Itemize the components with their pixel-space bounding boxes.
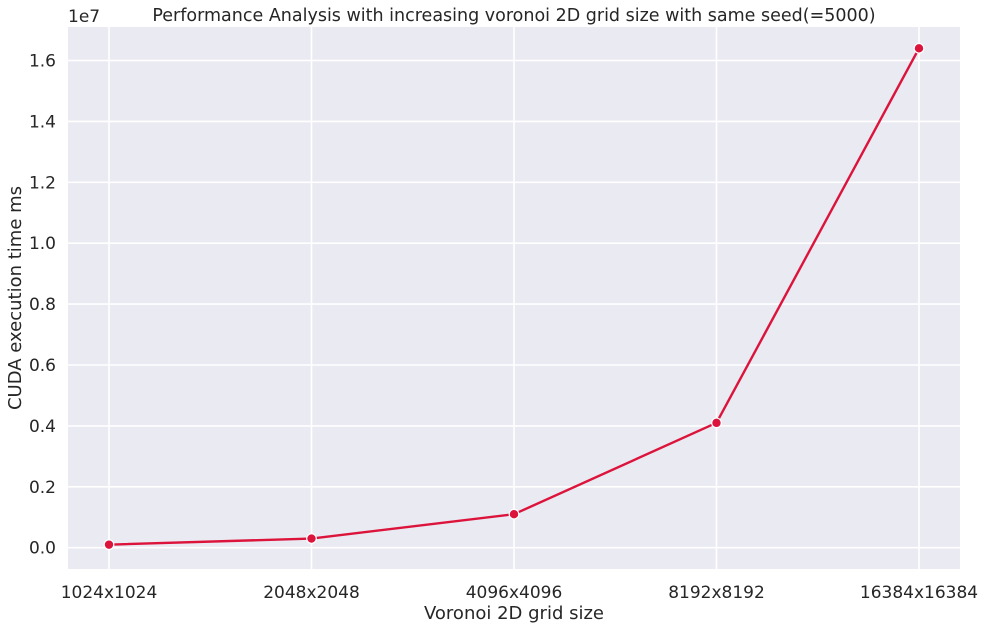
x-tick-label: 4096x4096: [466, 583, 563, 603]
x-axis-ticks: 1024x1024 2048x2048 4096x4096 8192x8192 1638…: [61, 583, 978, 603]
chart-title: Performance Analysis with increasing vor…: [152, 6, 875, 26]
data-point: [711, 417, 722, 429]
y-tick-label: 1.4: [29, 112, 56, 132]
y-tick-label: 0.8: [29, 295, 56, 315]
data-point: [913, 42, 925, 54]
y-axis-offset-label: 1e7: [68, 7, 100, 27]
y-axis-label: CUDA execution time ms: [5, 186, 26, 410]
x-tick-label: 8192x8192: [668, 583, 765, 603]
y-tick-label: 0.2: [29, 478, 56, 498]
data-point: [103, 539, 115, 551]
grid-lines: [68, 27, 960, 569]
data-point: [306, 533, 317, 544]
y-tick-label: 0.4: [29, 417, 56, 437]
y-tick-label: 0.0: [29, 539, 56, 559]
x-tick-label: 2048x2048: [263, 583, 360, 603]
data-point: [508, 508, 520, 520]
y-tick-label: 1.6: [29, 51, 56, 71]
y-axis-ticks: 0.0 0.2 0.4 0.6 0.8 1.0 1.2 1.4 1.6: [29, 51, 56, 558]
x-tick-label: 1024x1024: [61, 583, 158, 603]
data-series: [103, 42, 925, 551]
x-tick-label: 16384x16384: [860, 583, 978, 603]
x-axis-label: Voronoi 2D grid size: [424, 603, 604, 624]
y-tick-label: 1.2: [29, 173, 56, 193]
y-tick-label: 1.0: [29, 234, 56, 254]
y-tick-label: 0.6: [29, 356, 56, 376]
